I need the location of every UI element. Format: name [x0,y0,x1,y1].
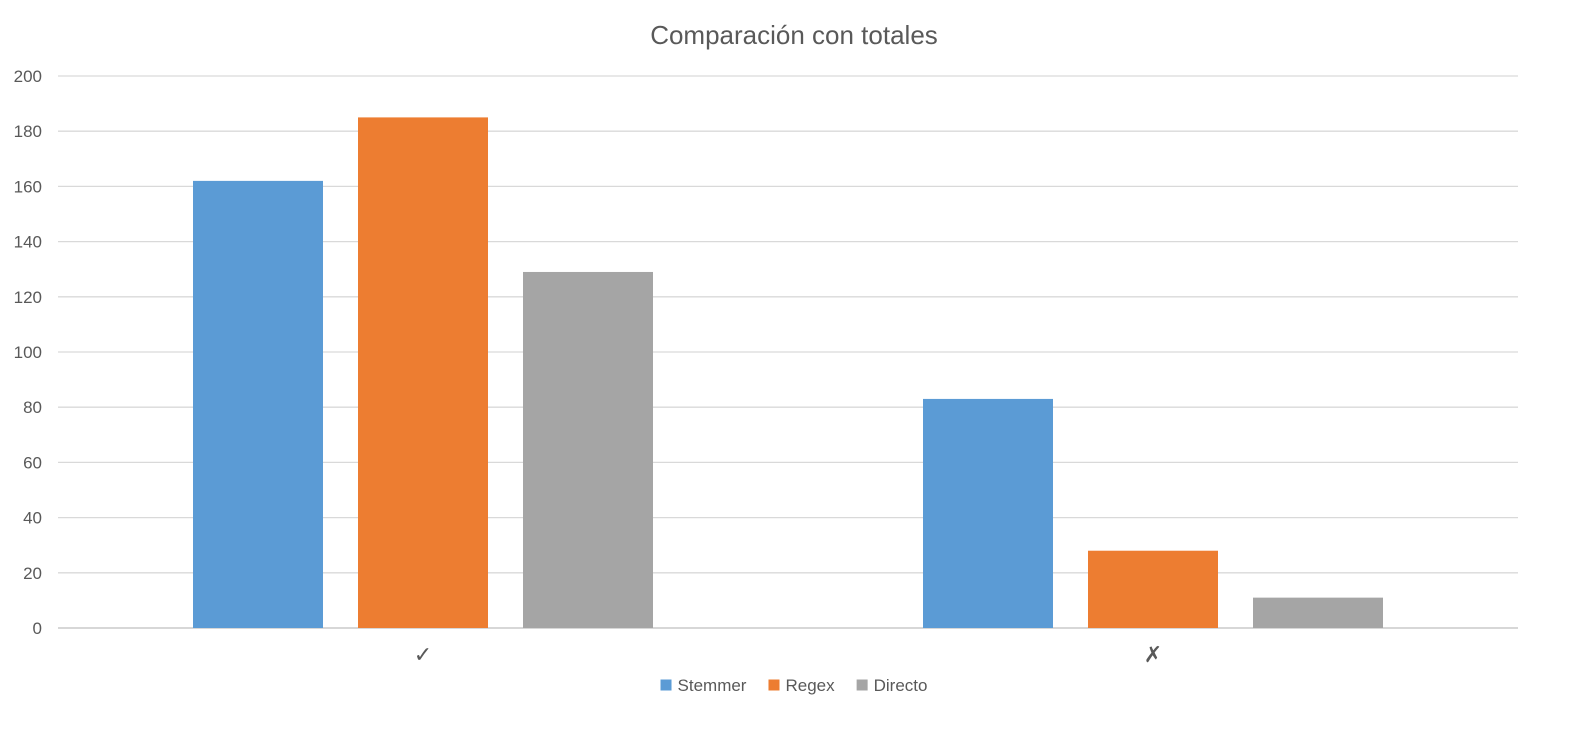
legend-item-stemmer: Stemmer [660,676,747,695]
legend-label: Directo [874,676,928,695]
chart-title: Comparación con totales [650,20,938,50]
bar-stemmer-1 [193,180,323,628]
y-tick-label: 40 [23,509,42,528]
y-tick-label: 160 [14,177,42,196]
y-tick-label: 100 [14,343,42,362]
legend-swatch [856,679,868,691]
legend-item-directo: Directo [856,676,928,695]
y-tick-label: 200 [14,67,42,86]
bar-directo-1 [523,271,653,628]
legend-swatch [768,679,780,691]
y-tick-label: 80 [23,398,42,417]
y-tick-label: 60 [23,453,42,472]
bar-regex-1 [358,117,488,629]
legend-label: Regex [785,676,835,695]
legend-swatch [660,679,672,691]
legend: Stemmer Regex Directo [660,676,928,695]
y-tick-label: 120 [14,288,42,307]
y-tick-label: 0 [33,619,42,638]
x-axis-categories: ✓ ✗ [414,642,1162,667]
bar-stemmer-2 [923,398,1053,628]
y-tick-label: 140 [14,233,42,252]
legend-item-regex: Regex [768,676,835,695]
bar-directo-2 [1253,597,1383,628]
legend-label: Stemmer [678,676,747,695]
y-tick-label: 20 [23,564,42,583]
bars [193,117,1383,629]
y-tick-label: 180 [14,122,42,141]
x-category-label: ✓ [414,642,432,667]
bar-regex-2 [1088,550,1218,628]
y-axis-ticks: 0 20 40 60 80 100 120 140 160 180 200 [14,67,42,638]
x-category-label: ✗ [1144,642,1162,667]
